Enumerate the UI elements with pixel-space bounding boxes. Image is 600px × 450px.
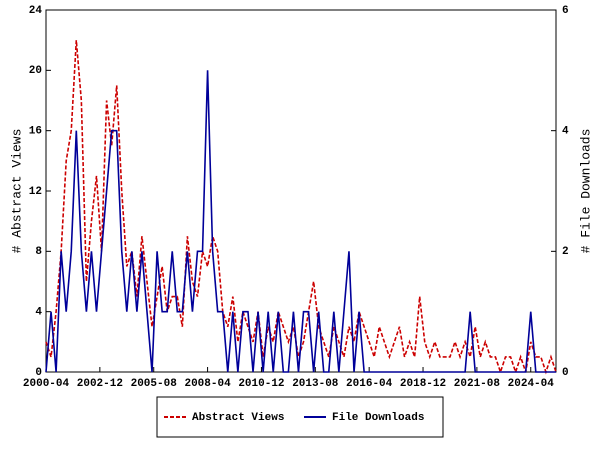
y-tick-label: 24: [29, 5, 43, 17]
x-tick-label: 2016-04: [346, 378, 393, 390]
y-tick-label: 4: [35, 307, 42, 319]
x-tick-label: 2008-04: [184, 378, 231, 390]
legend-label: Abstract Views: [192, 412, 284, 424]
x-tick-label: 2021-08: [454, 378, 501, 390]
y2-tick-label: 6: [562, 5, 569, 17]
y-tick-label: 12: [29, 186, 42, 198]
x-tick-label: 2002-12: [77, 378, 123, 390]
x-tick-label: 2000-04: [23, 378, 70, 390]
y2-tick-label: 2: [562, 246, 569, 258]
x-tick-label: 2010-12: [238, 378, 284, 390]
legend-label: File Downloads: [332, 412, 424, 424]
y-tick-label: 8: [35, 246, 42, 258]
y-tick-label: 0: [35, 367, 42, 379]
x-tick-label: 2018-12: [400, 378, 446, 390]
series-line: [45, 40, 557, 375]
series-line: [45, 70, 556, 373]
x-tick-label: 2005-08: [131, 378, 178, 390]
y2-axis-title: # File Downloads: [578, 129, 593, 254]
y2-tick-label: 0: [562, 367, 569, 379]
x-tick-label: 2013-08: [292, 378, 339, 390]
x-tick-label: 2024-04: [508, 378, 555, 390]
y2-tick-label: 4: [562, 126, 569, 138]
y-axis-title: # Abstract Views: [9, 129, 24, 254]
legend-box: [156, 396, 444, 438]
y-tick-label: 20: [29, 65, 42, 77]
y-tick-label: 16: [29, 126, 42, 138]
